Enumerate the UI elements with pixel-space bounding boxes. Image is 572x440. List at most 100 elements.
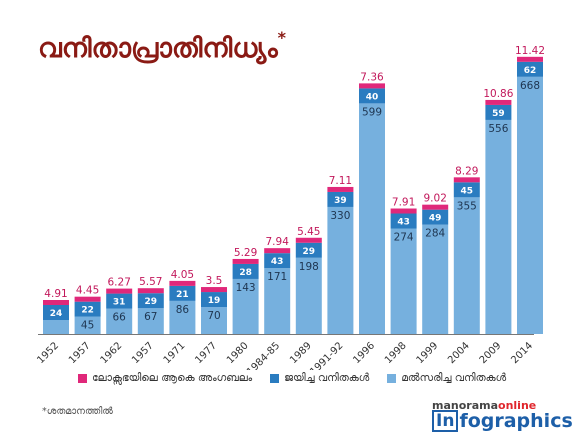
data-label-contested: 70 xyxy=(207,310,220,322)
data-label-won: 59 xyxy=(492,109,505,119)
bar-won xyxy=(232,263,259,279)
data-label-won: 21 xyxy=(176,290,189,300)
data-label-percent: 6.27 xyxy=(108,277,131,289)
data-label-contested: 143 xyxy=(236,282,256,294)
data-label-won: 43 xyxy=(397,218,410,228)
brand-bottom: In fographics xyxy=(432,410,572,432)
legend-swatch-won xyxy=(270,374,280,383)
data-label-contested: 198 xyxy=(299,261,319,273)
bar-won xyxy=(453,182,480,198)
data-label-percent: 7.11 xyxy=(329,175,352,187)
x-tick-label: 1999 xyxy=(415,340,441,366)
bar-won xyxy=(201,292,227,308)
x-tick-label: 1962 xyxy=(99,340,125,366)
bar-won xyxy=(517,61,543,77)
data-label-percent: 7.91 xyxy=(392,197,415,209)
x-tick-label: 2014 xyxy=(509,340,535,366)
data-label-contested: 66 xyxy=(113,312,127,324)
brand-logo: manoramaonline In fographics xyxy=(432,399,572,432)
x-tick-label: 1971 xyxy=(162,340,188,366)
data-label-won: 31 xyxy=(113,298,126,308)
brand-top: manoramaonline xyxy=(432,399,562,412)
x-tick-label: 1980 xyxy=(225,340,251,366)
x-tick-label: 1957 xyxy=(130,340,156,366)
x-tick-label: 1952 xyxy=(35,340,61,366)
bar-contested xyxy=(359,103,385,334)
brand-bottom-text: fographics xyxy=(459,410,572,432)
bar-percent-cap xyxy=(264,248,291,254)
data-label-contested: 556 xyxy=(488,123,508,135)
bar-won xyxy=(264,253,291,269)
legend-label-contested: മൽസരിച്ച വനിതകൾ xyxy=(401,372,507,384)
bar-percent-cap xyxy=(43,300,69,305)
brand-top-main: manorama xyxy=(432,399,499,412)
bar-won xyxy=(359,88,385,104)
bar-contested xyxy=(422,224,449,334)
data-label-won: 45 xyxy=(461,186,474,196)
legend: ലോക്സഭയിലെ ആകെ അംഗബലം ജയിച്ച വനിതകൾ മൽസര… xyxy=(78,372,506,385)
data-label-won: 19 xyxy=(208,296,221,306)
data-label-won: 62 xyxy=(524,66,537,76)
bar-won xyxy=(43,305,69,320)
bar-won xyxy=(137,293,164,309)
bar-contested xyxy=(517,76,543,334)
bar-percent-cap xyxy=(485,99,512,105)
data-label-percent: 4.45 xyxy=(76,285,99,297)
data-label-percent: 5.57 xyxy=(139,276,162,288)
bar-won xyxy=(422,209,449,225)
bar-percent-cap xyxy=(327,186,354,192)
data-label-contested: 86 xyxy=(176,304,190,316)
x-tick-label: 1957 xyxy=(67,340,93,366)
bar-percent-cap xyxy=(422,204,449,210)
bar-won xyxy=(295,242,322,258)
bar-percent-cap xyxy=(169,280,196,286)
bar-contested xyxy=(390,228,417,334)
bar-contested xyxy=(295,257,322,334)
bar-won xyxy=(169,285,196,301)
data-label-contested: 330 xyxy=(330,210,350,222)
data-label-contested: 355 xyxy=(457,200,477,212)
bar-percent-cap xyxy=(390,208,417,214)
bar-contested xyxy=(74,316,101,334)
bar-won xyxy=(390,213,417,229)
x-tick-label: 2004 xyxy=(446,340,472,366)
bar-contested xyxy=(106,308,133,334)
bar-contested xyxy=(453,197,480,334)
data-label-percent: 9.02 xyxy=(424,193,447,205)
data-label-percent: 4.05 xyxy=(171,269,194,281)
bar-percent-cap xyxy=(232,258,259,264)
footnote: *ശതമാനത്തിൽ xyxy=(42,406,113,417)
bar-percent-cap xyxy=(359,83,385,89)
data-label-percent: 3.5 xyxy=(206,275,223,287)
legend-item-contested: മൽസരിച്ച വനിതകൾ xyxy=(387,372,506,385)
bar-contested xyxy=(327,206,354,334)
data-label-percent: 11.42 xyxy=(515,45,545,57)
chart-title-mark: * xyxy=(277,28,287,47)
data-label-contested: 599 xyxy=(362,106,382,118)
bar-contested xyxy=(137,308,164,334)
bar-percent-cap xyxy=(74,296,101,302)
data-label-contested: 284 xyxy=(425,228,445,240)
brand-box: In xyxy=(432,410,459,432)
data-label-won: 29 xyxy=(303,247,316,257)
bar-contested xyxy=(169,300,196,334)
data-label-percent: 4.91 xyxy=(44,288,67,300)
data-label-percent: 8.29 xyxy=(455,165,478,177)
bar-percent-cap xyxy=(106,288,133,294)
bar-percent-cap xyxy=(517,56,543,62)
legend-item-won: ജയിച്ച വനിതകൾ xyxy=(270,372,369,385)
brand-top-accent: online xyxy=(498,399,537,412)
legend-swatch-total xyxy=(78,374,87,383)
bar-chart: 4.912419524.45224519576.27316619625.5729… xyxy=(35,45,545,370)
data-label-contested: 274 xyxy=(394,232,414,244)
x-tick-label: 1991-92 xyxy=(308,340,345,370)
bar-contested xyxy=(264,268,291,334)
legend-item-total: ലോക്സഭയിലെ ആകെ അംഗബലം xyxy=(78,372,252,385)
data-label-won: 24 xyxy=(50,309,63,319)
bar-won xyxy=(485,104,512,120)
data-label-won: 40 xyxy=(366,92,379,102)
x-tick-label: 1977 xyxy=(193,340,219,366)
data-label-contested: 67 xyxy=(144,311,157,323)
bar-contested xyxy=(201,307,227,334)
x-tick-label: 2009 xyxy=(478,340,504,366)
